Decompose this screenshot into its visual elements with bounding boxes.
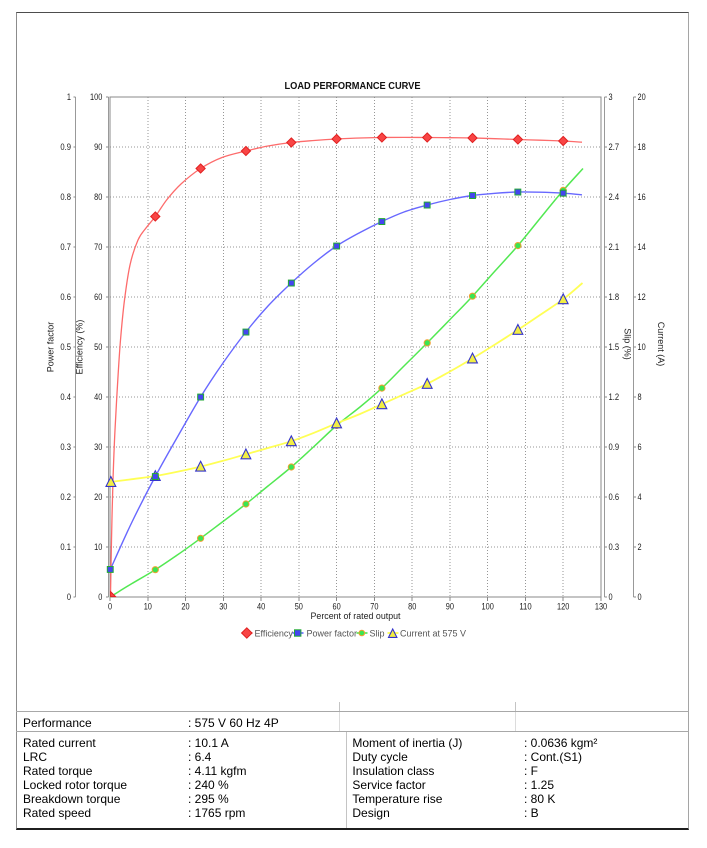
svg-text:40: 40: [94, 392, 102, 403]
svg-text:60: 60: [333, 602, 341, 613]
svg-text:100: 100: [90, 92, 102, 103]
svg-text:16: 16: [638, 192, 646, 203]
svg-text:Efficiency (%): Efficiency (%): [75, 320, 85, 375]
svg-text:18: 18: [638, 142, 646, 153]
svg-text:1.2: 1.2: [609, 392, 620, 403]
svg-text:Efficiency: Efficiency: [255, 629, 294, 639]
svg-text:1: 1: [67, 92, 71, 103]
svg-text:Power factor: Power factor: [46, 322, 56, 373]
svg-text:1.8: 1.8: [609, 292, 620, 303]
svg-text:80: 80: [408, 602, 416, 613]
svg-text:2.7: 2.7: [609, 142, 620, 153]
svg-text:30: 30: [94, 442, 102, 453]
svg-text:80: 80: [94, 192, 102, 203]
svg-text:12: 12: [638, 292, 646, 303]
svg-text:0: 0: [98, 592, 102, 603]
svg-text:0.4: 0.4: [60, 392, 71, 403]
svg-text:2: 2: [638, 542, 642, 553]
svg-text:90: 90: [446, 602, 454, 613]
svg-text:0.3: 0.3: [60, 442, 71, 453]
svg-text:0.9: 0.9: [60, 142, 71, 153]
svg-text:4: 4: [638, 492, 642, 503]
svg-text:Current (A): Current (A): [656, 322, 666, 367]
svg-text:Slip (%): Slip (%): [623, 328, 633, 360]
svg-text:40: 40: [257, 602, 265, 613]
svg-text:10: 10: [94, 542, 102, 553]
svg-text:130: 130: [595, 602, 607, 613]
svg-text:0.7: 0.7: [60, 242, 71, 253]
svg-text:0.6: 0.6: [60, 292, 71, 303]
svg-text:14: 14: [638, 242, 646, 253]
svg-text:10: 10: [144, 602, 152, 613]
svg-text:Power factor: Power factor: [307, 629, 358, 639]
svg-text:100: 100: [482, 602, 494, 613]
svg-text:Current at 575 V: Current at 575 V: [400, 629, 466, 639]
svg-text:0: 0: [67, 592, 71, 603]
svg-text:30: 30: [219, 602, 227, 613]
svg-text:0: 0: [108, 602, 112, 613]
svg-text:60: 60: [94, 292, 102, 303]
svg-text:0.6: 0.6: [609, 492, 620, 503]
svg-text:1.5: 1.5: [609, 342, 620, 353]
svg-text:0.8: 0.8: [60, 192, 71, 203]
svg-text:0: 0: [638, 592, 642, 603]
svg-text:110: 110: [519, 602, 531, 613]
svg-text:20: 20: [638, 92, 646, 103]
svg-text:8: 8: [638, 392, 642, 403]
svg-text:0.5: 0.5: [60, 342, 71, 353]
svg-text:3: 3: [609, 92, 613, 103]
svg-text:10: 10: [638, 342, 646, 353]
svg-text:LOAD PERFORMANCE CURVE: LOAD PERFORMANCE CURVE: [285, 80, 421, 92]
svg-text:50: 50: [94, 342, 102, 353]
svg-text:0.9: 0.9: [609, 442, 620, 453]
svg-text:0: 0: [609, 592, 613, 603]
svg-text:70: 70: [370, 602, 378, 613]
svg-text:0.3: 0.3: [609, 542, 620, 553]
svg-text:20: 20: [181, 602, 189, 613]
svg-text:2.4: 2.4: [609, 192, 620, 203]
svg-text:0.1: 0.1: [60, 542, 71, 553]
svg-text:2.1: 2.1: [609, 242, 620, 253]
svg-text:90: 90: [94, 142, 102, 153]
svg-text:Percent of rated output: Percent of rated output: [311, 611, 401, 621]
svg-text:50: 50: [295, 602, 303, 613]
svg-text:0.2: 0.2: [60, 492, 71, 503]
svg-text:70: 70: [94, 242, 102, 253]
svg-text:6: 6: [638, 442, 642, 453]
svg-text:Slip: Slip: [370, 629, 385, 639]
svg-text:120: 120: [557, 602, 569, 613]
svg-text:20: 20: [94, 492, 102, 503]
